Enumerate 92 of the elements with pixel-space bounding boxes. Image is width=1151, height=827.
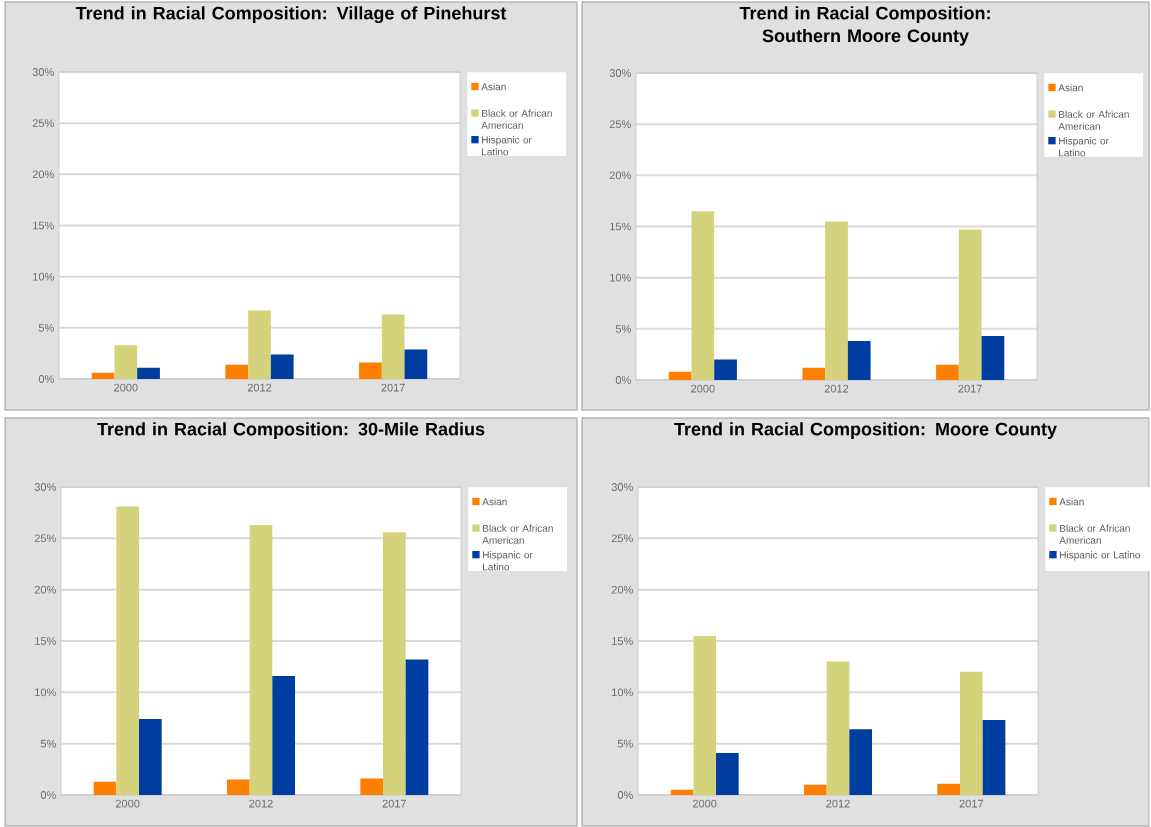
bar xyxy=(716,752,739,795)
x-tick-label: 2000 xyxy=(114,383,138,392)
chart-title: Trend in Racial Composition: Village of Pinehurst xyxy=(75,6,507,24)
y-tick-label: 25% xyxy=(32,119,54,128)
bar xyxy=(114,345,138,379)
y-tick-label: 10% xyxy=(33,272,54,281)
legend-label: Hispanic or Latino xyxy=(482,136,532,156)
bar xyxy=(847,341,871,380)
legend-label: Black or African American xyxy=(1059,524,1130,544)
legend-label: Asian xyxy=(481,82,506,91)
legend-label: Black or African American xyxy=(1058,110,1129,130)
bar xyxy=(849,729,873,795)
legend-label: Asian xyxy=(1059,497,1084,506)
bar xyxy=(359,362,382,379)
y-tick-label: 0% xyxy=(615,376,631,384)
y-tick-label: 30% xyxy=(611,483,633,491)
y-tick-label: 10% xyxy=(35,688,56,697)
legend-label: Black or African American xyxy=(482,524,553,544)
legend-label: Hispanic or Latino xyxy=(1060,551,1140,561)
y-tick-label: 30% xyxy=(32,68,54,76)
y-tick-label: 20% xyxy=(32,170,54,179)
bar xyxy=(139,719,162,795)
bar xyxy=(225,364,249,379)
bar xyxy=(227,779,250,795)
y-tick-label: 25% xyxy=(34,534,56,543)
x-tick-label: 2012 xyxy=(249,799,273,808)
y-tick-label: 30% xyxy=(609,69,631,77)
bar xyxy=(137,367,160,379)
y-tick-label: 15% xyxy=(612,637,633,645)
x-tick-label: 2012 xyxy=(247,383,272,392)
chart-title: Trend in Racial Composition: Southern Moore County xyxy=(739,6,990,46)
bar xyxy=(116,506,140,795)
bar xyxy=(91,372,115,379)
x-tick-label: 2000 xyxy=(691,384,715,393)
bar xyxy=(826,661,850,795)
bar xyxy=(714,359,737,380)
bar xyxy=(960,671,983,795)
bar xyxy=(802,367,826,380)
chart-title: Trend in Racial Composition: Moore County xyxy=(674,422,1057,440)
x-tick-label: 2012 xyxy=(826,799,850,808)
y-tick-label: 25% xyxy=(611,534,633,543)
x-tick-label: 2000 xyxy=(115,799,140,808)
bar xyxy=(93,781,117,795)
y-tick-label: 20% xyxy=(34,585,56,594)
legend-label: Asian xyxy=(1058,83,1083,92)
bar xyxy=(825,221,848,380)
y-tick-label: 20% xyxy=(609,171,631,180)
bar xyxy=(670,789,694,795)
x-tick-label: 2000 xyxy=(692,799,717,808)
x-tick-label: 2017 xyxy=(959,799,984,808)
bar xyxy=(981,336,1005,380)
y-tick-label: 20% xyxy=(611,585,633,594)
y-tick-label: 30% xyxy=(34,483,56,491)
y-tick-label: 5% xyxy=(38,323,54,332)
bar xyxy=(936,364,959,380)
y-tick-label: 25% xyxy=(609,120,631,129)
y-tick-label: 5% xyxy=(615,324,631,333)
bar xyxy=(360,778,384,795)
bar xyxy=(937,783,961,795)
bar xyxy=(272,675,296,795)
y-tick-label: 10% xyxy=(612,688,633,697)
bar xyxy=(248,310,271,379)
x-tick-label: 2017 xyxy=(958,384,982,393)
legend-label: Asian xyxy=(482,497,507,506)
bar xyxy=(249,524,273,795)
x-tick-label: 2017 xyxy=(381,383,405,392)
bar xyxy=(691,211,715,380)
chart-title: Trend in Racial Composition: 30-Mile Radius xyxy=(97,422,485,440)
legend-label: Hispanic or Latino xyxy=(1059,137,1109,157)
x-tick-label: 2017 xyxy=(382,799,407,808)
bar xyxy=(804,784,827,795)
bar xyxy=(270,354,294,379)
bar xyxy=(693,635,717,795)
y-tick-label: 0% xyxy=(38,375,54,383)
y-tick-label: 15% xyxy=(33,221,54,230)
bar xyxy=(982,720,1006,795)
legend-label: Hispanic or Latino xyxy=(483,551,533,571)
legend-label: Black or African American xyxy=(481,109,552,129)
bar xyxy=(668,371,692,380)
y-tick-label: 15% xyxy=(35,637,56,645)
x-tick-label: 2012 xyxy=(824,384,849,393)
y-tick-label: 0% xyxy=(617,791,633,799)
bar xyxy=(404,349,428,379)
y-tick-label: 10% xyxy=(610,273,631,282)
bar xyxy=(381,314,405,379)
bar xyxy=(383,532,406,795)
y-tick-label: 0% xyxy=(40,791,56,799)
bar xyxy=(405,659,429,795)
y-tick-label: 5% xyxy=(40,739,56,748)
bar xyxy=(958,229,982,380)
y-tick-label: 15% xyxy=(610,222,631,231)
y-tick-label: 5% xyxy=(617,739,633,748)
